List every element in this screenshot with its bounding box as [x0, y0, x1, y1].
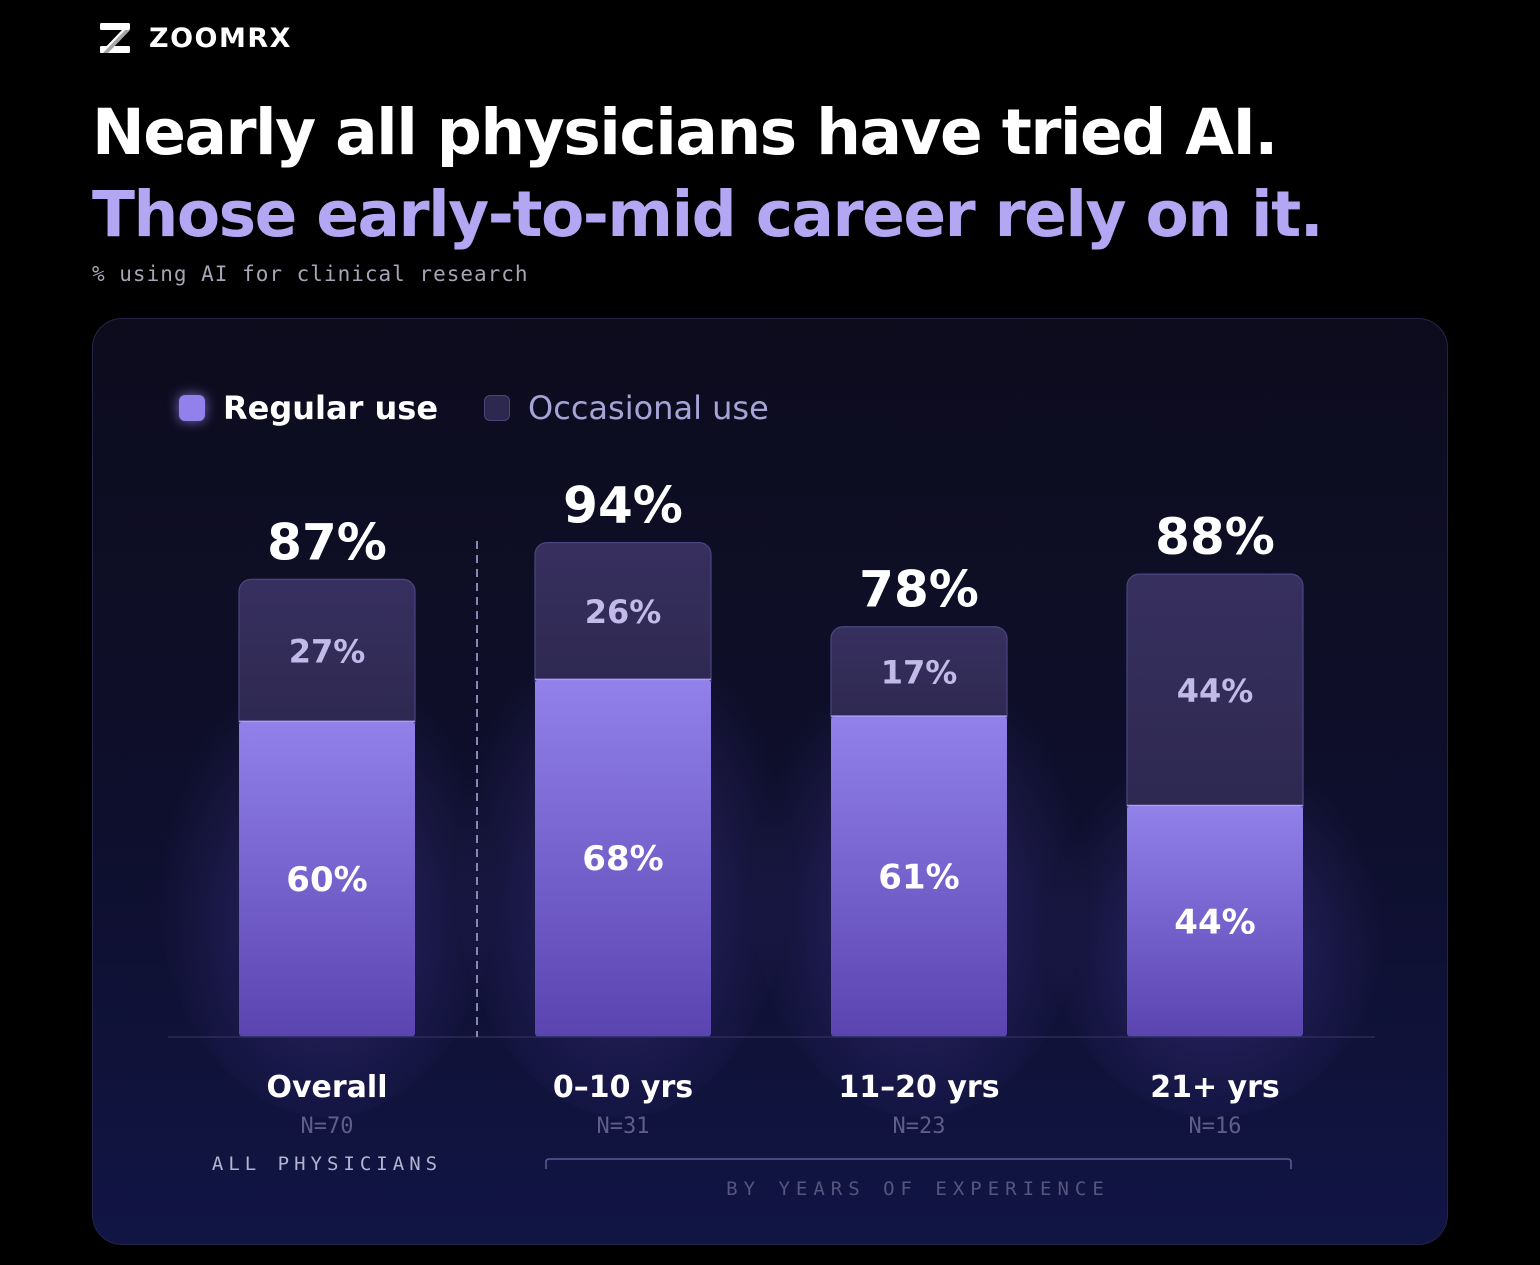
label-total: 94% — [563, 477, 683, 535]
title-line-1: Nearly all physicians have tried AI. — [92, 96, 1278, 169]
category-label: 21+ yrs — [1150, 1070, 1280, 1105]
label-regular: 61% — [878, 858, 959, 898]
legend-swatch-occasional — [484, 395, 511, 421]
legend-item-regular: Regular use — [179, 389, 438, 427]
label-regular: 60% — [286, 860, 367, 900]
bar-regular — [239, 721, 415, 1037]
category-label: 0–10 yrs — [553, 1070, 693, 1105]
label-occasional: 27% — [289, 632, 366, 670]
legend-label-occasional: Occasional use — [528, 389, 769, 427]
sample-size-label: N=23 — [893, 1114, 946, 1139]
bar-regular — [831, 716, 1007, 1037]
label-total: 87% — [267, 513, 387, 571]
legend-item-occasional: Occasional use — [484, 389, 769, 427]
label-total: 78% — [859, 561, 979, 619]
title-line-2: Those early-to-mid career rely on it. — [92, 178, 1324, 251]
label-occasional: 26% — [585, 593, 662, 631]
zoomrx-logo-icon — [100, 23, 130, 53]
category-label: 11–20 yrs — [838, 1070, 999, 1105]
bar-regular — [1127, 805, 1303, 1037]
stacked-bar-chart: 27% 60% 87% Overall N=70 26% 68% 94% 0–10 yrs N=3… — [157, 477, 1385, 1200]
page-title: Nearly all physicians have tried AI. Tho… — [92, 92, 1324, 256]
group-bracket — [545, 1158, 1292, 1169]
sample-size-label: N=70 — [301, 1114, 354, 1139]
chart-legend: Regular use Occasional use — [179, 389, 815, 427]
label-occasional: 17% — [881, 653, 958, 691]
legend-swatch-regular — [179, 395, 205, 421]
label-total: 88% — [1155, 508, 1275, 566]
category-label: Overall — [266, 1070, 387, 1105]
group-label-all-physicians: ALL PHYSICIANS — [212, 1153, 442, 1175]
chart-panel: Regular use Occasional use 27% 60% 87% Over… — [92, 318, 1448, 1245]
label-occasional: 44% — [1177, 672, 1254, 710]
brand-name: ZOOMRX — [149, 22, 292, 54]
label-regular: 68% — [582, 839, 663, 879]
chart-subtitle: % using AI for clinical research — [92, 262, 529, 286]
group-label-years-experience: BY YEARS OF EXPERIENCE — [726, 1178, 1110, 1200]
sample-size-label: N=16 — [1189, 1114, 1242, 1139]
brand: ZOOMRX — [97, 20, 292, 56]
legend-label-regular: Regular use — [223, 389, 439, 427]
label-regular: 44% — [1174, 902, 1255, 942]
bar-regular — [535, 679, 711, 1037]
sample-size-label: N=31 — [597, 1114, 650, 1139]
